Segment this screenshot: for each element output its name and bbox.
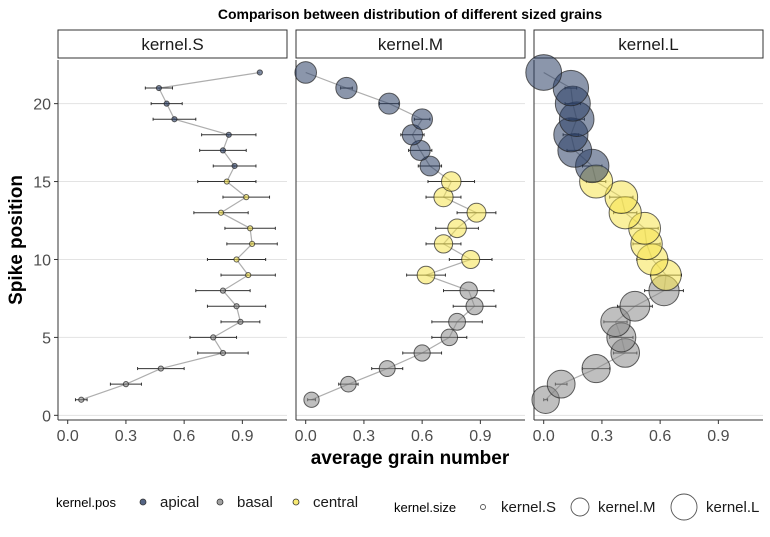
data-point-basal [448,312,466,331]
x-tick-label: 0.6 [649,428,671,445]
data-point-central [233,256,240,263]
data-point-central [416,265,436,285]
x-tick-label: 0.9 [707,428,729,445]
data-point-central [245,271,252,279]
legend: kernel.pos apical basal central kernel.siz… [56,493,759,521]
data-point-basal [303,391,320,408]
legend-pos-title: kernel.pos [56,495,116,510]
y-axis-title: Spike position [6,175,27,305]
legend-size-key [670,493,698,521]
data-point-central [604,180,639,214]
series-line [305,71,478,401]
series-line [81,71,260,401]
legend-label-apical: apical [160,494,199,511]
x-tick-label: 0.3 [115,428,137,445]
y-tick-label: 10 [33,252,51,269]
x-tick-label: 0.0 [295,428,317,445]
data-point-basal [237,318,244,325]
data-point-basal [233,303,240,310]
legend-size-key [570,497,590,517]
legend-size-title: kernel.size [394,500,456,515]
data-point-central [243,194,250,201]
data-point-basal [219,287,227,294]
data-point-basal [546,369,576,399]
facet-panel-kernel.S: kernel.S 0.0 0.3 0.6 0.9 [57,29,288,445]
facet-panels: kernel.S 0.0 0.3 0.6 0.9 kernel.M 0.0 0.3 0.6 0.9… [57,29,764,445]
legend-size-label: kernel.L [706,499,759,516]
facet-strip [533,29,764,59]
data-point-apical [525,54,563,91]
data-point-apical [378,92,401,115]
data-point-basal [122,381,130,388]
y-tick-label: 15 [33,175,51,192]
legend-key-apical [139,498,147,506]
data-point-apical [411,108,433,131]
legend-label-basal: basal [237,494,273,511]
data-point-basal [440,328,459,347]
data-point-apical [419,155,441,177]
legend-size-label: kernel.M [598,499,656,516]
facet-panel-kernel.L: kernel.L 0.0 0.3 0.6 0.9 [525,29,764,445]
y-tick-label: 20 [33,97,51,114]
data-point-basal [459,281,478,300]
x-tick-label: 0.9 [469,428,491,445]
y-tick-label: 0 [42,408,51,425]
facet-strip-label: kernel.L [618,35,678,54]
data-point-central [466,202,487,223]
x-tick-label: 0.0 [533,428,555,445]
facet-strip [57,29,288,59]
data-point-apical [335,76,358,100]
data-point-apical [401,124,424,146]
x-tick-label: 0.3 [353,428,375,445]
legend-key-basal [216,498,224,506]
legend-size-items: kernel.S kernel.M kernel.L [480,493,759,521]
data-point-central [248,240,256,247]
data-point-basal [78,396,85,403]
x-tick-label: 0.9 [231,428,253,445]
y-tick-label: 5 [42,330,51,347]
data-point-basal [619,290,651,322]
data-point-apical [219,147,227,154]
data-point-basal [413,344,431,362]
data-point-basal [340,375,357,393]
x-axis-title: average grain number [311,448,510,469]
legend-size-label: kernel.S [501,499,556,516]
data-point-apical [225,131,232,138]
facet-strip [295,29,526,59]
facet-strip-label: kernel.S [141,35,203,54]
data-point-apical [231,162,238,170]
data-point-apical [294,61,318,84]
x-tick-label: 0.6 [411,428,433,445]
data-point-apical [163,100,170,107]
data-point-basal [219,349,227,357]
facet-panel-kernel.M: kernel.M 0.0 0.3 0.6 0.9 [294,29,526,445]
data-point-basal [465,297,484,316]
data-point-apical [171,116,178,123]
data-point-basal [157,365,164,372]
facet-strip-label: kernel.M [378,35,443,54]
data-point-apical [155,84,163,92]
legend-label-central: central [313,494,358,511]
legend-size-key [480,504,486,510]
legend-key-central [292,498,300,506]
data-point-central [223,178,230,185]
data-point-central [247,225,254,232]
data-point-apical [256,69,263,76]
x-tick-label: 0.6 [173,428,195,445]
legend-pos-items: apical basal central [139,494,358,511]
data-point-central [433,234,454,254]
y-axis: 0 5 10 15 20 [33,97,58,425]
chart-title: Comparison between distribution of diffe… [218,6,602,22]
data-point-basal [210,334,217,341]
x-tick-label: 0.3 [591,428,613,445]
x-tick-label: 0.0 [57,428,79,445]
data-point-central [217,209,225,216]
data-point-central [441,171,462,192]
data-point-basal [581,353,611,384]
data-point-central [447,218,467,239]
data-point-basal [378,360,396,378]
data-point-central [461,249,481,269]
